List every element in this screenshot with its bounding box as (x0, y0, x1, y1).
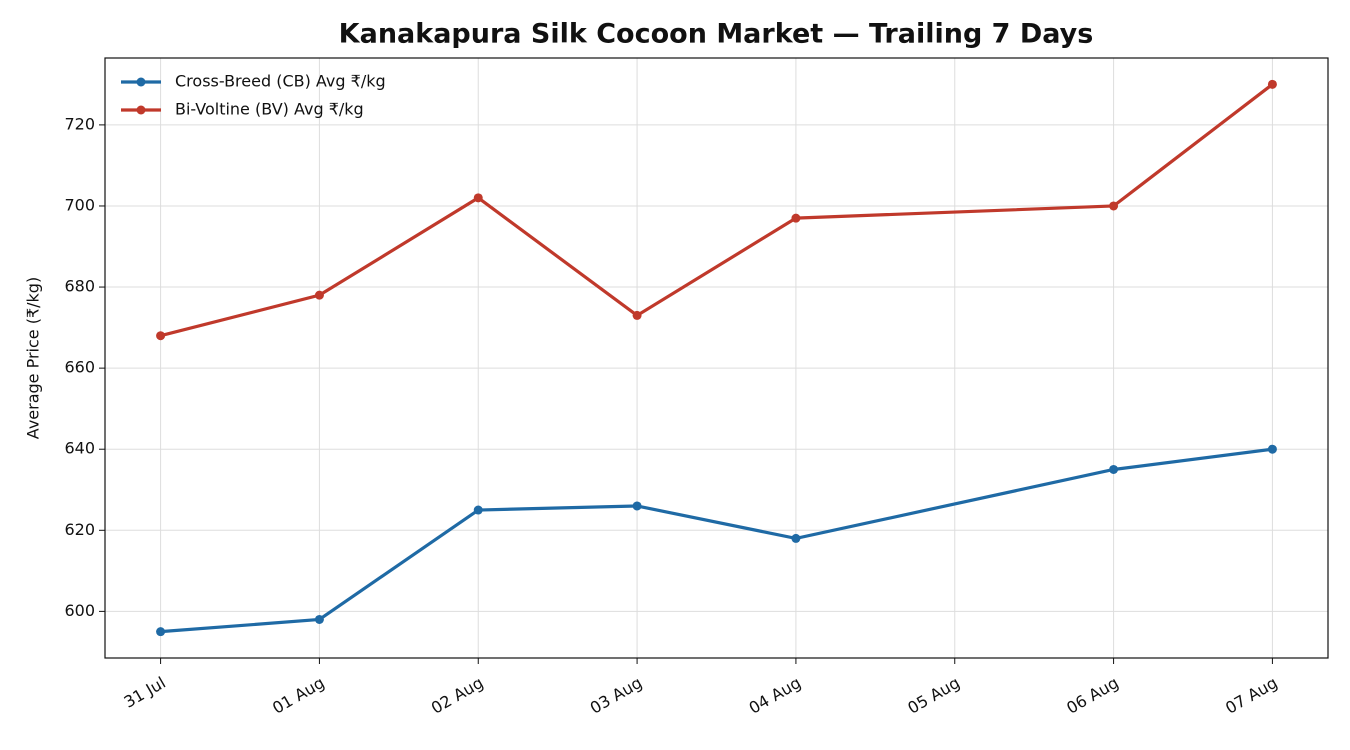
chart-title: Kanakapura Silk Cocoon Market — Trailing… (339, 19, 1094, 50)
x-tick-label: 05 Aug (904, 673, 963, 718)
series-line (160, 83, 1274, 338)
legend-label: Bi-Voltine (BV) Avg ₹/kg (175, 100, 364, 119)
x-tick-label: 06 Aug (1063, 673, 1122, 718)
point (314, 614, 324, 624)
x-tick-label: 03 Aug (587, 673, 646, 718)
x-tick-label: 02 Aug (428, 673, 487, 718)
x-tick-label: 01 Aug (269, 673, 328, 718)
y-tick-label: 680 (64, 277, 95, 296)
x-tick-label: 07 Aug (1222, 673, 1281, 718)
series-line (160, 447, 1273, 634)
y-tick-label: 700 (64, 195, 95, 214)
y-tick-label: 720 (64, 114, 95, 133)
point (632, 310, 642, 320)
y-axis-label: Average Price (₹/kg) (24, 277, 43, 439)
point (791, 213, 801, 223)
legend-marker (136, 77, 146, 87)
point (1109, 201, 1119, 211)
point (1109, 464, 1119, 474)
point (1267, 79, 1277, 89)
legend-label: Cross-Breed (CB) Avg ₹/kg (175, 72, 386, 91)
y-tick-label: 640 (64, 439, 95, 458)
y-tick-label: 620 (64, 520, 95, 539)
point (314, 290, 324, 300)
point (632, 501, 642, 511)
point (1267, 444, 1277, 454)
y-tick-label: 600 (64, 601, 95, 620)
plot-frame (104, 57, 1329, 659)
legend-marker (136, 105, 146, 115)
point (791, 533, 801, 543)
x-tick-label: 04 Aug (746, 673, 805, 718)
point (156, 331, 166, 341)
point (156, 627, 166, 637)
point (473, 505, 483, 515)
x-tick-label: 31 Jul (121, 673, 169, 712)
point (473, 193, 483, 203)
y-tick-label: 660 (64, 358, 95, 377)
